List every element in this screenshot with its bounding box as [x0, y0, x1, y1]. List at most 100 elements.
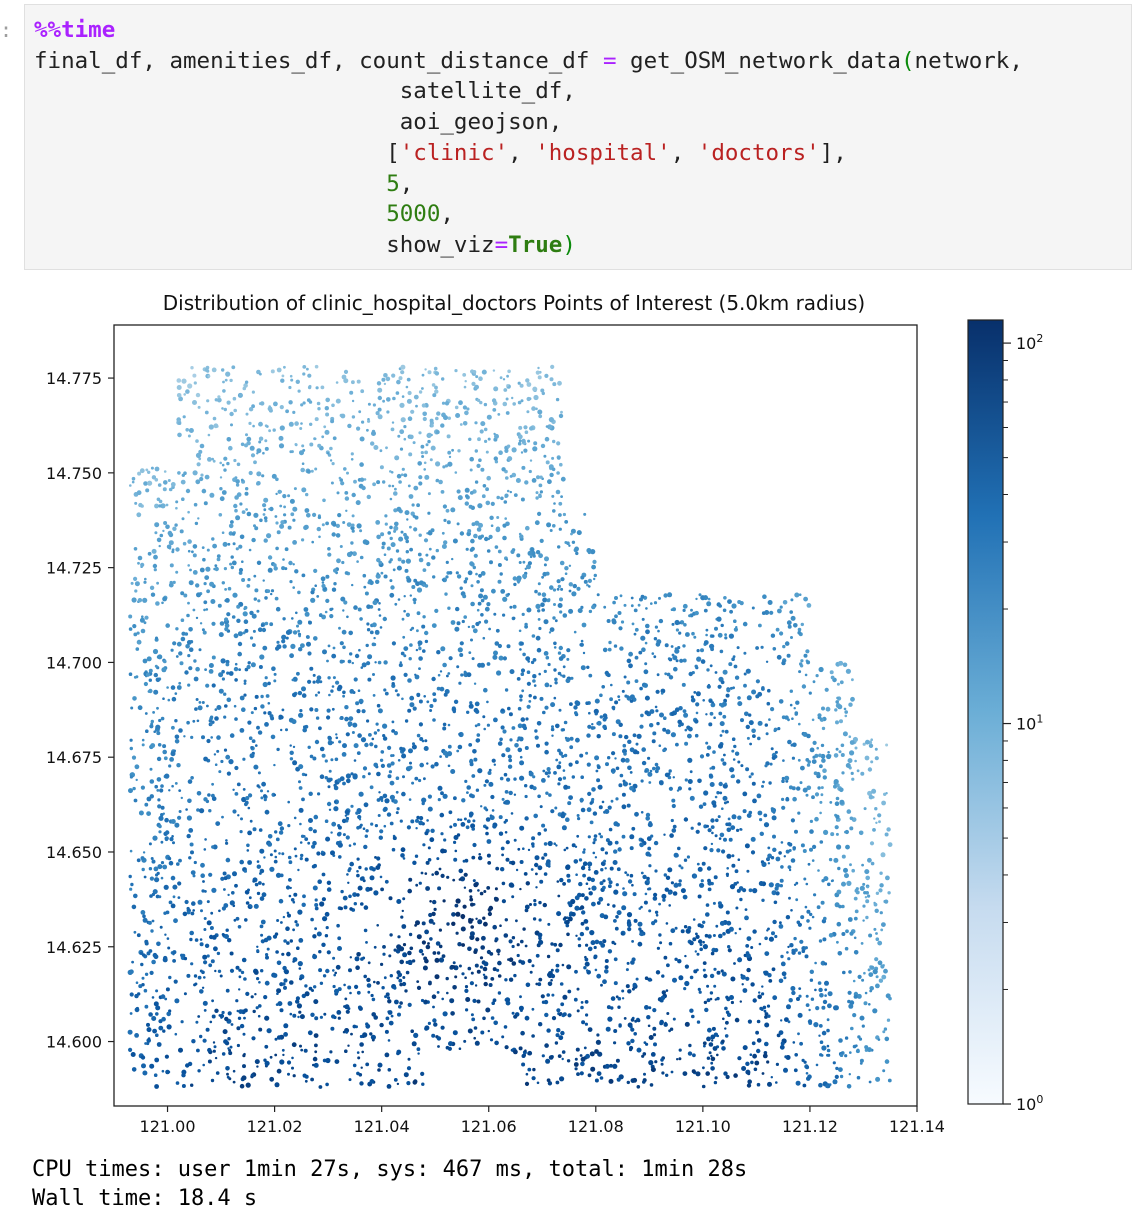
scatter-point — [435, 430, 440, 435]
scatter-point — [722, 1017, 725, 1021]
scatter-point — [411, 1041, 417, 1047]
scatter-point — [239, 393, 243, 397]
code-cell[interactable]: %%time final_df, amenities_df, count_dis… — [24, 4, 1132, 270]
scatter-point — [388, 954, 392, 958]
scatter-point — [538, 483, 543, 488]
scatter-point — [190, 850, 194, 855]
scatter-point — [751, 1041, 756, 1046]
scatter-point — [725, 1010, 730, 1015]
code-editor[interactable]: %%time final_df, amenities_df, count_dis… — [34, 15, 1023, 261]
scatter-point — [365, 829, 369, 833]
scatter-point — [130, 1052, 136, 1057]
scatter-point — [248, 736, 253, 740]
scatter-point — [482, 594, 488, 600]
scatter-point — [131, 476, 136, 481]
scatter-point — [779, 878, 784, 883]
scatter-point — [158, 895, 162, 899]
scatter-point — [239, 830, 243, 834]
scatter-point — [470, 794, 475, 799]
scatter-point — [471, 625, 475, 629]
scatter-point — [611, 751, 616, 756]
scatter-point — [573, 705, 578, 710]
scatter-point — [596, 720, 602, 726]
scatter-point — [594, 755, 600, 761]
scatter-point — [797, 758, 801, 762]
scatter-point — [479, 588, 484, 593]
scatter-point — [318, 950, 322, 954]
scatter-point — [252, 879, 256, 883]
scatter-point — [496, 670, 502, 676]
scatter-point — [418, 948, 424, 954]
scatter-point — [585, 926, 590, 931]
scatter-point — [733, 962, 736, 965]
scatter-point — [213, 946, 218, 952]
scatter-point — [628, 782, 632, 786]
scatter-point — [306, 641, 311, 647]
scatter-point — [313, 985, 317, 989]
scatter-point — [480, 421, 486, 427]
scatter-point — [134, 589, 138, 593]
scatter-point — [175, 570, 179, 574]
scatter-point — [668, 941, 673, 946]
scatter-point — [299, 1044, 302, 1048]
scatter-point — [501, 853, 504, 857]
scatter-point — [472, 370, 477, 374]
scatter-point — [526, 681, 532, 686]
scatter-point — [671, 622, 675, 626]
scatter-point — [281, 852, 285, 856]
scatter-point — [596, 734, 601, 739]
scatter-point — [537, 982, 542, 987]
scatter-point — [630, 1018, 635, 1022]
scatter-point — [313, 999, 319, 1005]
scatter-point — [627, 927, 632, 932]
scatter-point — [559, 982, 564, 986]
scatter-point — [305, 635, 310, 639]
scatter-point — [202, 557, 206, 562]
scatter-point — [554, 677, 558, 682]
scatter-point — [478, 620, 482, 624]
scatter-point — [319, 746, 325, 752]
scatter-point — [135, 981, 139, 984]
scatter-point — [731, 854, 735, 858]
scatter-point — [298, 807, 304, 813]
scatter-point — [356, 426, 361, 431]
scatter-point — [568, 589, 572, 593]
scatter-point — [789, 943, 794, 948]
scatter-point — [145, 468, 149, 472]
scatter-point — [161, 1069, 165, 1073]
code-token: True — [508, 231, 563, 258]
scatter-point — [355, 965, 360, 970]
scatter-point — [531, 634, 536, 638]
scatter-point — [565, 817, 570, 822]
scatter-point — [790, 909, 793, 912]
scatter-point — [432, 951, 437, 955]
scatter-point — [332, 956, 336, 960]
scatter-point — [236, 618, 241, 623]
scatter-point — [652, 766, 656, 771]
scatter-point — [298, 647, 303, 652]
scatter-point — [314, 708, 319, 712]
scatter-point — [522, 927, 526, 931]
scatter-point — [260, 704, 265, 709]
scatter-point — [423, 999, 428, 1004]
scatter-point — [516, 953, 520, 958]
scatter-point — [541, 778, 546, 783]
scatter-point — [751, 606, 755, 610]
scatter-point — [546, 993, 550, 997]
scatter-point — [694, 719, 699, 724]
scatter-point — [308, 791, 313, 796]
scatter-point — [724, 636, 728, 640]
scatter-point — [436, 991, 440, 994]
scatter-point — [199, 989, 204, 994]
scatter-point — [724, 1027, 727, 1030]
scatter-point — [568, 913, 572, 917]
scatter-point — [331, 707, 335, 711]
scatter-point — [249, 904, 253, 908]
scatter-point — [382, 399, 385, 403]
scatter-point — [850, 771, 854, 775]
scatter-point — [341, 374, 347, 380]
scatter-point — [786, 620, 792, 626]
scatter-point — [387, 1010, 393, 1015]
scatter-point — [857, 974, 862, 980]
scatter-point — [485, 500, 491, 506]
